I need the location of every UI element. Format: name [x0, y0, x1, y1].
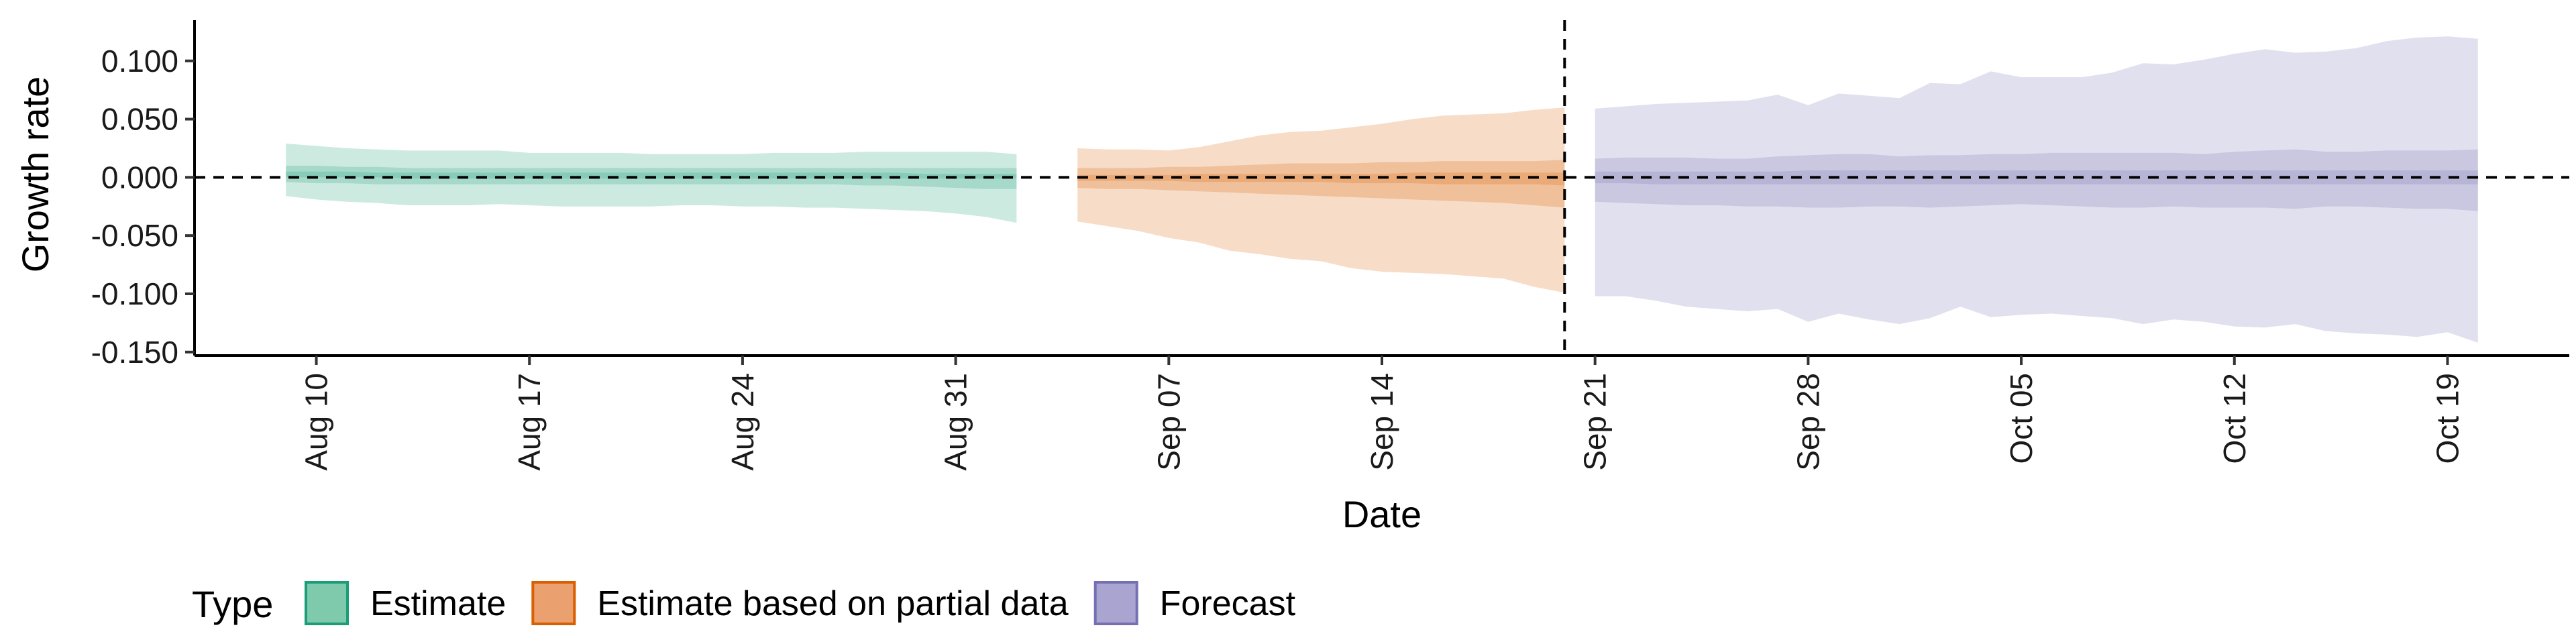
legend-item-0: Estimate	[305, 581, 506, 625]
x-tick-label: Oct 05	[2004, 373, 2039, 464]
legend-title: Type	[192, 583, 273, 625]
ribbon-50-series-1	[1077, 160, 1565, 208]
legend-swatch	[1093, 581, 1138, 625]
y-tick-label: -0.050	[91, 218, 178, 253]
x-tick-label: Aug 10	[299, 373, 334, 471]
tick-layer: 0.100 0.050 0.000 -0.050 -0.100 -0.150 Aug 10 A…	[91, 44, 2465, 471]
x-tick-label: Aug 17	[512, 373, 547, 471]
legend-label: Estimate based on partial data	[597, 584, 1069, 623]
legend-item-2: Forecast	[1093, 581, 1296, 625]
y-tick-label: 0.050	[101, 102, 178, 137]
y-tick-label: 0.100	[101, 44, 178, 78]
legend-label: Forecast	[1160, 584, 1296, 623]
ribbon-20-series-1	[1077, 172, 1565, 186]
legend-swatch	[305, 581, 349, 625]
ribbon-90-series-2	[1595, 36, 2478, 343]
y-tick-label: -0.150	[91, 335, 178, 370]
y-tick-label: 0.000	[101, 160, 178, 195]
x-tick-label: Sep 28	[1790, 373, 1825, 471]
series-0	[286, 144, 1017, 223]
series-1	[1077, 107, 1565, 293]
ribbon-90-series-0	[286, 144, 1017, 223]
x-tick-label: Oct 12	[2217, 373, 2252, 464]
reference-lines	[195, 20, 2569, 356]
legend-item-1: Estimate based on partial data	[531, 581, 1069, 625]
y-axis-title: Growth rate	[14, 76, 56, 273]
x-tick-label: Sep 07	[1151, 373, 1186, 471]
x-tick-label: Sep 14	[1364, 373, 1399, 471]
legend-label: Estimate	[370, 584, 506, 623]
x-tick-label: Sep 21	[1578, 373, 1613, 471]
x-tick-label: Oct 19	[2430, 373, 2465, 464]
x-axis-title: Date	[1342, 493, 1421, 535]
y-tick-label: -0.100	[91, 276, 178, 311]
ribbon-layer	[286, 36, 2478, 343]
ribbon-90-series-1	[1077, 107, 1565, 293]
x-tick-label: Aug 31	[938, 373, 973, 471]
ribbon-50-series-2	[1595, 149, 2478, 211]
legend-swatch	[531, 581, 576, 625]
series-2	[1595, 36, 2478, 343]
x-tick-label: Aug 24	[725, 373, 760, 471]
legend: Type Estimate Estimate based on partial d…	[192, 581, 1296, 625]
